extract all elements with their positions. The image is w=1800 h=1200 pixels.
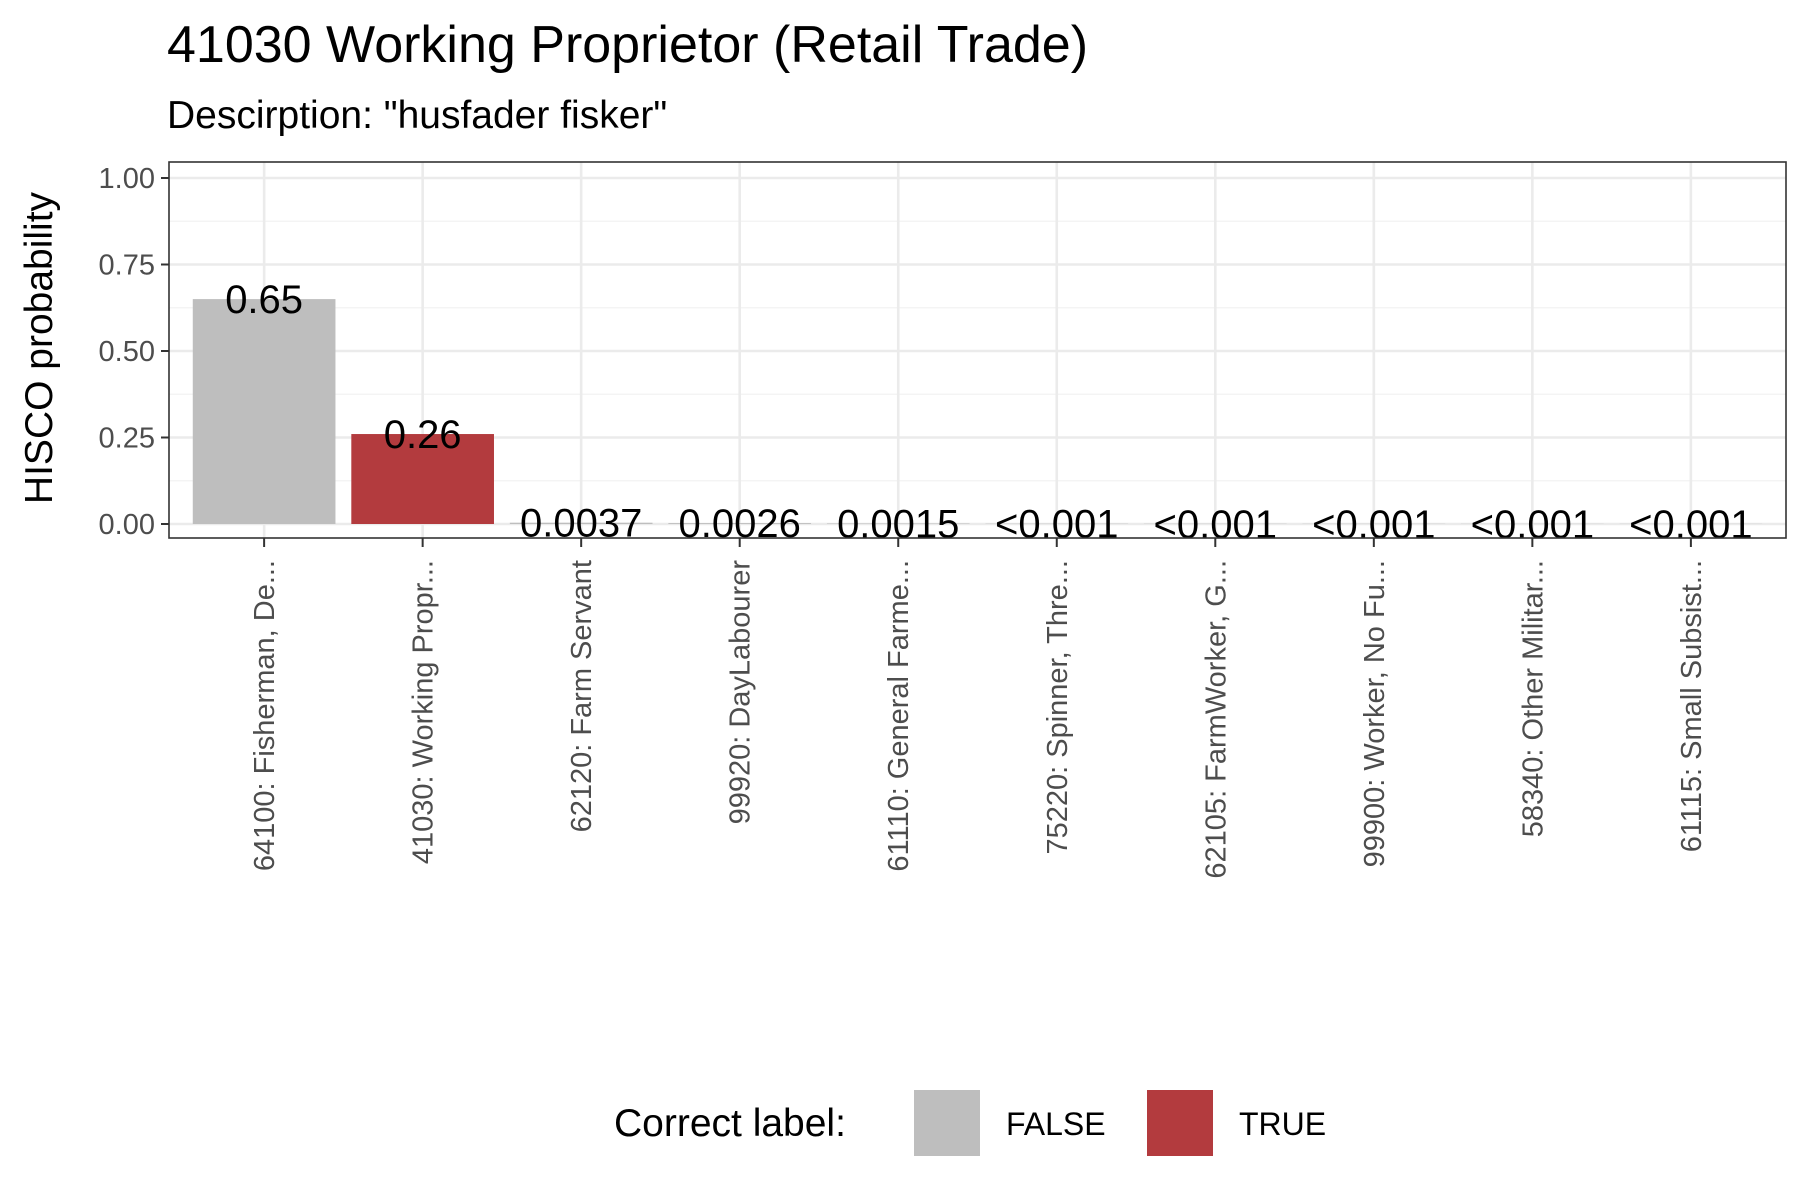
x-tick-label-3: 62120: Farm Servant: [566, 560, 598, 832]
legend-label-true: TRUE: [1239, 1106, 1326, 1142]
x-tick-label-6: 75220: Spinner, Thre...: [1042, 560, 1074, 855]
y-tick-label-1: 0.25: [99, 423, 155, 455]
x-tick-label-2: 41030: Working Propr...: [408, 560, 440, 864]
chart-title: 41030 Working Proprietor (Retail Trade): [167, 16, 1088, 74]
y-tick-label-2: 0.50: [99, 336, 155, 368]
legend-title: Correct label:: [614, 1102, 846, 1145]
legend-key-false: [914, 1090, 980, 1156]
legend-key-true: [1147, 1090, 1213, 1156]
y-axis: 0.00 0.25 0.50 0.75 1.00: [99, 163, 169, 541]
x-tick-label-4: 99920: DayLabourer: [725, 560, 757, 825]
x-tick-label-5: 61110: General Farme...: [883, 560, 915, 872]
chart-subtitle: Descirption: "husfader fisker": [167, 94, 667, 137]
x-tick-label-9: 58340: Other Militar...: [1517, 560, 1549, 837]
x-tick-label-10: 61115: Small Subsist...: [1676, 560, 1708, 852]
x-tick-label-1: 64100: Fisherman, De...: [249, 560, 281, 871]
legend: Correct label: FALSE TRUE: [614, 1090, 1326, 1156]
data-label-1: 0.65: [225, 278, 303, 322]
y-tick-label-3: 0.75: [99, 250, 155, 282]
legend-label-false: FALSE: [1006, 1106, 1106, 1142]
x-tick-label-8: 99900: Worker, No Fu...: [1359, 560, 1391, 867]
y-axis-label: HISCO probability: [18, 191, 61, 504]
y-tick-label-4: 1.00: [99, 163, 155, 195]
x-axis: 64100: Fisherman, De... 41030: Working Pr…: [249, 538, 1708, 879]
bar-1: [193, 299, 336, 524]
data-label-2: 0.26: [384, 413, 462, 457]
x-tick-label-7: 62105: FarmWorker, G...: [1200, 560, 1232, 879]
y-tick-label-0: 0.00: [99, 509, 155, 541]
